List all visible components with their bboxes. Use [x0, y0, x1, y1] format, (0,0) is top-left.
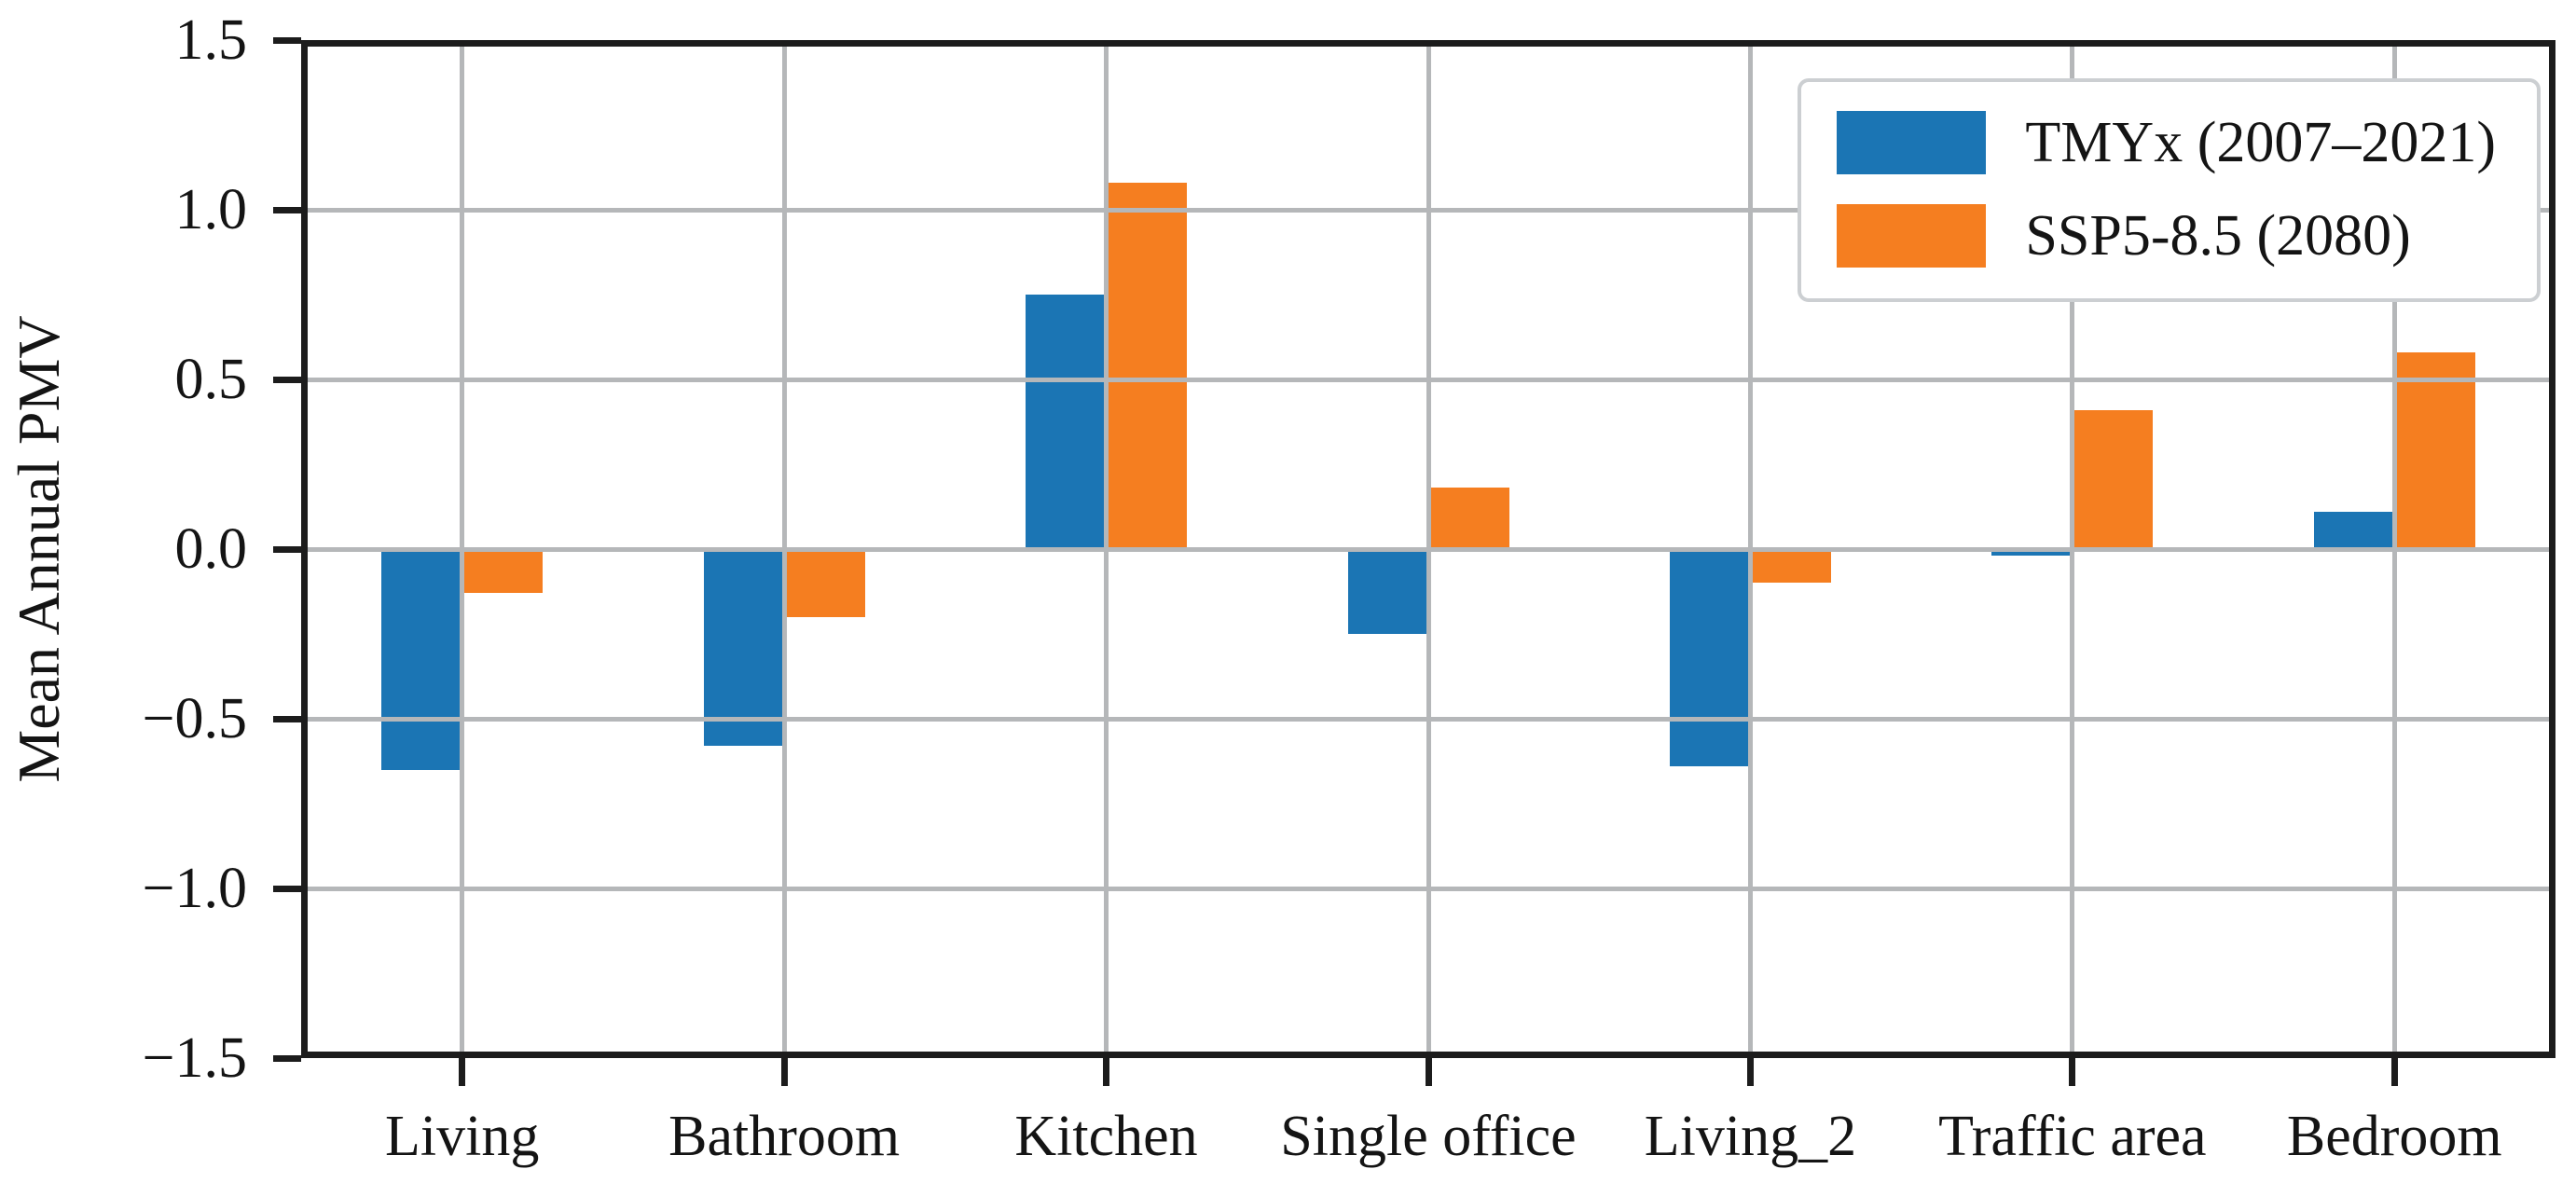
- y-tick-mark: [273, 715, 301, 722]
- y-tick-label: 0.0: [174, 517, 248, 581]
- bar-tmyx-2007-2021-bathroom: [703, 549, 782, 747]
- gridline-vertical: [781, 40, 787, 1058]
- x-tick-mark: [1425, 1056, 1432, 1086]
- x-tick-mark: [1746, 1056, 1754, 1086]
- legend-entry-tmyx-2007-2021: TMYx (2007–2021): [1837, 108, 2496, 177]
- bar-ssp5-8-5-2080-living-2: [1752, 549, 1831, 584]
- y-tick-mark: [273, 885, 301, 892]
- bar-tmyx-2007-2021-living-2: [1669, 549, 1748, 766]
- y-tick-mark: [273, 545, 301, 553]
- x-tick-label-living-2: Living_2: [1644, 1105, 1857, 1168]
- x-tick-mark: [459, 1056, 466, 1086]
- plot-area: [301, 40, 2555, 1058]
- legend-label: SSP5-8.5 (2080): [2025, 204, 2411, 268]
- legend: TMYx (2007–2021) SSP5-8.5 (2080): [1798, 78, 2541, 302]
- x-tick-mark: [2390, 1056, 2398, 1086]
- bar-tmyx-2007-2021-kitchen: [1026, 295, 1105, 549]
- y-tick-mark: [273, 206, 301, 213]
- x-tick-label-single-office: Single office: [1280, 1105, 1577, 1168]
- bar-tmyx-2007-2021-traffic-area: [1991, 549, 2071, 557]
- bar-ssp5-8-5-2080-kitchen: [1109, 182, 1188, 549]
- bar-tmyx-2007-2021-single-office: [1347, 549, 1426, 634]
- x-tick-label-traffic-area: Traffic area: [1938, 1105, 2207, 1168]
- x-tick-label-living: Living: [385, 1105, 540, 1168]
- gridline-vertical: [2391, 40, 2397, 1058]
- legend-label: TMYx (2007–2021): [2025, 111, 2496, 174]
- bar-ssp5-8-5-2080-bedroom: [2396, 351, 2475, 549]
- x-tick-label-bathroom: Bathroom: [668, 1105, 901, 1168]
- gridline-vertical: [1747, 40, 1753, 1058]
- x-tick-mark: [780, 1056, 788, 1086]
- bar-tmyx-2007-2021-living: [381, 549, 461, 770]
- x-tick-label-bedroom: Bedroom: [2286, 1105, 2502, 1168]
- y-tick-label: 0.5: [174, 348, 248, 411]
- y-tick-label: −1.0: [142, 857, 247, 920]
- y-tick-label: 1.5: [174, 8, 248, 72]
- y-tick-mark: [273, 36, 301, 44]
- gridline-vertical: [1426, 40, 1431, 1058]
- x-tick-label-kitchen: Kitchen: [1014, 1105, 1198, 1168]
- legend-swatch-ssp5-8-5-2080: [1837, 204, 1987, 268]
- y-tick-label: −1.5: [142, 1026, 247, 1090]
- y-tick-mark: [273, 376, 301, 383]
- bar-tmyx-2007-2021-bedroom: [2313, 511, 2392, 549]
- bar-ssp5-8-5-2080-living: [464, 549, 544, 594]
- bar-ssp5-8-5-2080-single-office: [1430, 488, 1509, 549]
- legend-entry-ssp5-8-5-2080: SSP5-8.5 (2080): [1837, 201, 2496, 270]
- y-axis-label: Mean Annual PMV: [6, 315, 72, 783]
- bar-ssp5-8-5-2080-bathroom: [786, 549, 865, 617]
- gridline-vertical: [2070, 40, 2075, 1058]
- legend-swatch-tmyx-2007-2021: [1837, 111, 1987, 174]
- y-tick-label: 1.0: [174, 178, 248, 241]
- gridline-vertical: [460, 40, 465, 1058]
- y-tick-label: −0.5: [142, 687, 247, 750]
- bar-ssp5-8-5-2080-traffic-area: [2074, 409, 2154, 549]
- x-tick-mark: [2069, 1056, 2076, 1086]
- x-tick-mark: [1103, 1056, 1110, 1086]
- gridline-vertical: [1104, 40, 1109, 1058]
- y-tick-mark: [273, 1054, 301, 1062]
